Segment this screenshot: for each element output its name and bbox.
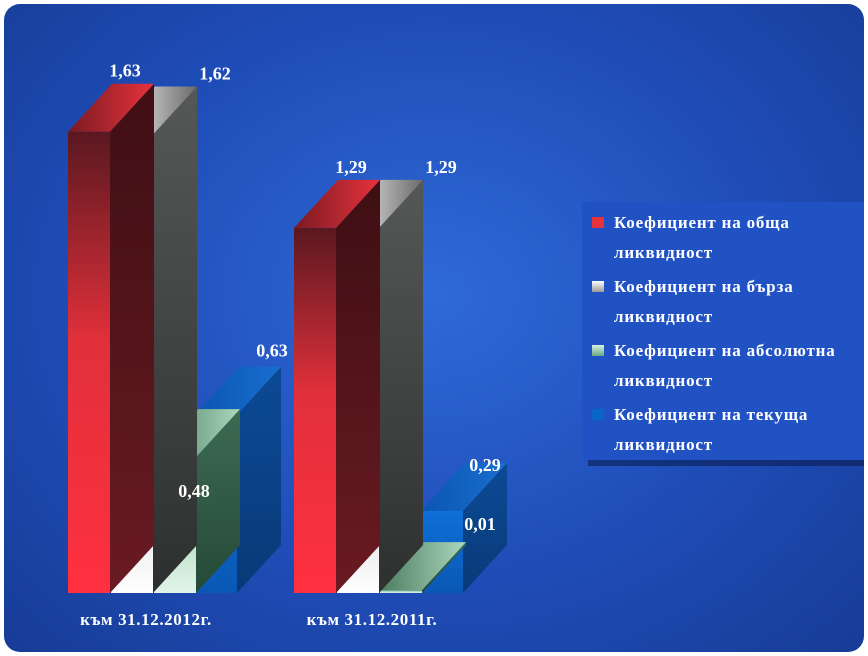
data-label-total-2012: 1,63: [109, 61, 141, 81]
category-label-2011: към 31.12.2011г.: [307, 610, 438, 629]
data-label-absolute-2011: 0,01: [464, 514, 496, 534]
data-label-absolute-2012: 0,48: [178, 481, 210, 501]
chart-legend: Коефициент на обща ликвидност Коефициент…: [582, 202, 864, 460]
bar-side-face: [463, 462, 507, 593]
bar-front-face: [380, 590, 422, 593]
data-label-current-2012: 0,63: [256, 341, 288, 361]
chart-frame: 0,63 0,48 1,62 1,63 0,29 0,01 1,29 1,29 към 31.1…: [4, 4, 864, 652]
legend-label-absolute-line1: Коефициент на абсолютна: [614, 341, 836, 360]
bar-front-face: [68, 131, 110, 593]
bar-top-face: [68, 83, 154, 132]
legend-swatch-quick: [592, 281, 604, 292]
legend-label-total-line2: ликвидност: [614, 243, 713, 262]
data-label-current-2011: 0,29: [469, 455, 501, 475]
legend-swatch-total: [592, 217, 604, 228]
legend-swatch-current: [592, 409, 604, 420]
data-label-quick-2012: 1,62: [199, 64, 231, 84]
category-label-2012: към 31.12.2012г.: [80, 610, 212, 629]
bar-side-face: [110, 83, 154, 594]
legend-label-absolute: Коефициент на абсолютна ликвидност: [614, 336, 860, 396]
legend-label-current: Коефициент на текуща ликвидност: [614, 400, 860, 460]
bar-side-face: [336, 179, 380, 593]
bar-side-face: [196, 409, 240, 593]
bar-side-face: [237, 366, 281, 593]
bar-total-2011: [294, 179, 380, 593]
legend-label-current-line2: ликвидност: [614, 435, 713, 454]
legend-label-current-line1: Коефициент на текуща: [614, 405, 809, 424]
legend-label-quick-line2: ликвидност: [614, 307, 713, 326]
legend-label-total-line1: Коефициент на обща: [614, 213, 790, 232]
bar-side-face: [153, 86, 197, 593]
data-label-total-2011: 1,29: [335, 157, 367, 177]
bar-total-2012: [68, 83, 154, 594]
bar-front-face: [294, 227, 336, 593]
bar-top-face: [294, 179, 380, 228]
legend-label-quick-line1: Коефициент на бърза: [614, 277, 794, 296]
legend-swatch-absolute: [592, 345, 604, 356]
bar-top-face: [195, 366, 281, 415]
data-label-quick-2011: 1,29: [425, 157, 457, 177]
bar-top-face: [380, 542, 466, 591]
legend-label-total: Коефициент на обща ликвидност: [614, 208, 860, 268]
legend-label-absolute-line2: ликвидност: [614, 371, 713, 390]
legend-label-quick: Коефициент на бърза ликвидност: [614, 272, 860, 332]
bar-absolute-2011: [380, 542, 466, 593]
bar-side-face: [422, 542, 466, 593]
chart-plot: 0,63 0,48 1,62 1,63 0,29 0,01 1,29 1,29 към 31.1…: [68, 61, 507, 629]
bar-top-face: [421, 462, 507, 511]
bar-side-face: [379, 179, 423, 593]
